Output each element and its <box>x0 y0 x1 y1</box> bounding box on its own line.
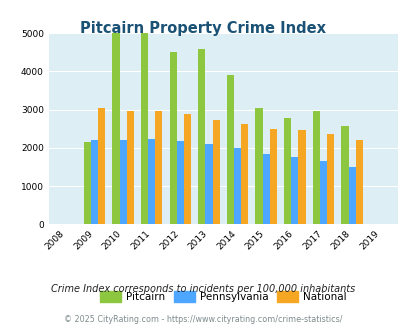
Bar <box>83 142 91 224</box>
Bar <box>290 157 298 224</box>
Bar <box>169 52 176 224</box>
Bar <box>298 130 305 224</box>
Bar <box>126 111 134 224</box>
Bar <box>98 108 105 224</box>
Bar <box>198 49 205 224</box>
Bar <box>226 75 233 224</box>
Bar <box>262 154 269 224</box>
Bar <box>326 134 333 224</box>
Bar <box>284 118 290 224</box>
Bar <box>183 114 191 224</box>
Bar <box>148 139 155 224</box>
Bar <box>347 167 355 224</box>
Text: © 2025 CityRating.com - https://www.cityrating.com/crime-statistics/: © 2025 CityRating.com - https://www.city… <box>64 315 341 324</box>
Bar <box>205 145 212 224</box>
Bar <box>269 129 276 224</box>
Bar <box>91 140 98 224</box>
Bar <box>341 126 347 224</box>
Bar <box>141 33 148 224</box>
Legend: Pitcairn, Pennsylvania, National: Pitcairn, Pennsylvania, National <box>96 287 350 306</box>
Bar <box>155 112 162 224</box>
Bar <box>119 140 126 224</box>
Bar <box>241 124 248 224</box>
Text: Pitcairn Property Crime Index: Pitcairn Property Crime Index <box>80 21 325 36</box>
Bar <box>233 148 241 224</box>
Bar <box>212 119 219 224</box>
Bar <box>255 108 262 224</box>
Bar <box>355 140 362 224</box>
Bar <box>176 141 183 224</box>
Bar <box>319 161 326 224</box>
Text: Crime Index corresponds to incidents per 100,000 inhabitants: Crime Index corresponds to incidents per… <box>51 284 354 294</box>
Bar <box>312 112 319 224</box>
Bar <box>112 33 119 224</box>
